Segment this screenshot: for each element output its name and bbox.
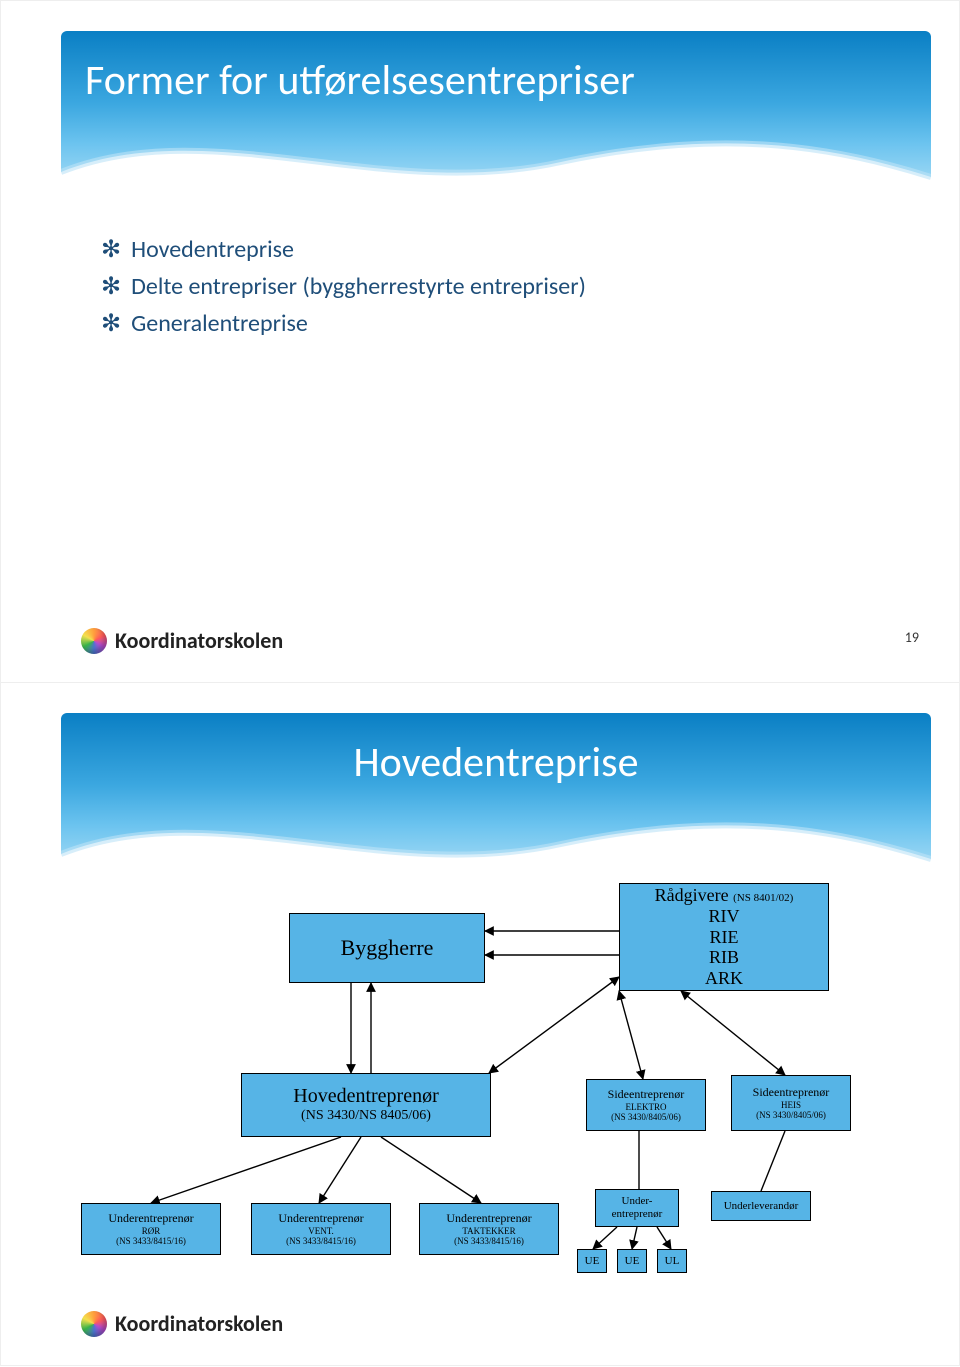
logo-icon xyxy=(81,628,107,654)
flowchart: ByggherreRådgivere (NS 8401/02)RIVRIERIB… xyxy=(61,903,921,1343)
page-number: 19 xyxy=(905,629,919,646)
node-ue_tak: UnderentreprenørTAKTEKKER(NS 3433/8415/1… xyxy=(419,1203,559,1255)
footer-logo: Koordinatorskolen xyxy=(81,627,283,654)
slide-title: Former for utførelsesentrepriser xyxy=(61,31,931,106)
node-radgivere: Rådgivere (NS 8401/02)RIVRIERIBARK xyxy=(619,883,829,991)
node-ue2: UE xyxy=(617,1249,647,1273)
slide-1: Former for utførelsesentrepriser ✻ Hoved… xyxy=(0,0,960,683)
node-ue1: UE xyxy=(577,1249,607,1273)
node-hoved: Hovedentreprenør(NS 3430/NS 8405/06) xyxy=(241,1073,491,1137)
bullet-text: Hovedentreprise xyxy=(131,231,294,268)
slide-title: Hovedentreprise xyxy=(61,713,931,788)
bullet-text: Generalentreprise xyxy=(131,305,308,342)
node-side_el: SideentreprenørELEKTRO(NS 3430/8405/06) xyxy=(586,1079,706,1131)
bullet-text: Delte entrepriser (byggherrestyrte entre… xyxy=(131,268,586,305)
slide-2: Hovedentreprise ByggherreRådgivere (NS 8… xyxy=(0,683,960,1366)
node-ue_vent: UnderentreprenørVENT.(NS 3433/8415/16) xyxy=(251,1203,391,1255)
footer-brand: Koordinatorskolen xyxy=(115,1310,283,1337)
node-byggherre: Byggherre xyxy=(289,913,485,983)
bullet-list: ✻ Hovedentreprise ✻ Delte entrepriser (b… xyxy=(101,231,586,343)
title-banner: Former for utførelsesentrepriser xyxy=(61,31,931,191)
bullet-icon: ✻ xyxy=(101,305,121,342)
node-ue_small: Under-entreprenør xyxy=(595,1189,679,1227)
node-ul: Underleverandør xyxy=(711,1191,811,1221)
bullet-item: ✻ Hovedentreprise xyxy=(101,231,586,268)
logo-icon xyxy=(81,1311,107,1337)
bullet-item: ✻ Generalentreprise xyxy=(101,305,586,342)
bullet-icon: ✻ xyxy=(101,268,121,305)
node-side_heis: SideentreprenørHEIS(NS 3430/8405/06) xyxy=(731,1075,851,1131)
footer-brand: Koordinatorskolen xyxy=(115,627,283,654)
node-ue_ror: UnderentreprenørRØR(NS 3433/8415/16) xyxy=(81,1203,221,1255)
title-banner: Hovedentreprise xyxy=(61,713,931,873)
footer-logo: Koordinatorskolen xyxy=(81,1310,283,1337)
bullet-icon: ✻ xyxy=(101,231,121,268)
bullet-item: ✻ Delte entrepriser (byggherrestyrte ent… xyxy=(101,268,586,305)
node-ul2: UL xyxy=(657,1249,687,1273)
